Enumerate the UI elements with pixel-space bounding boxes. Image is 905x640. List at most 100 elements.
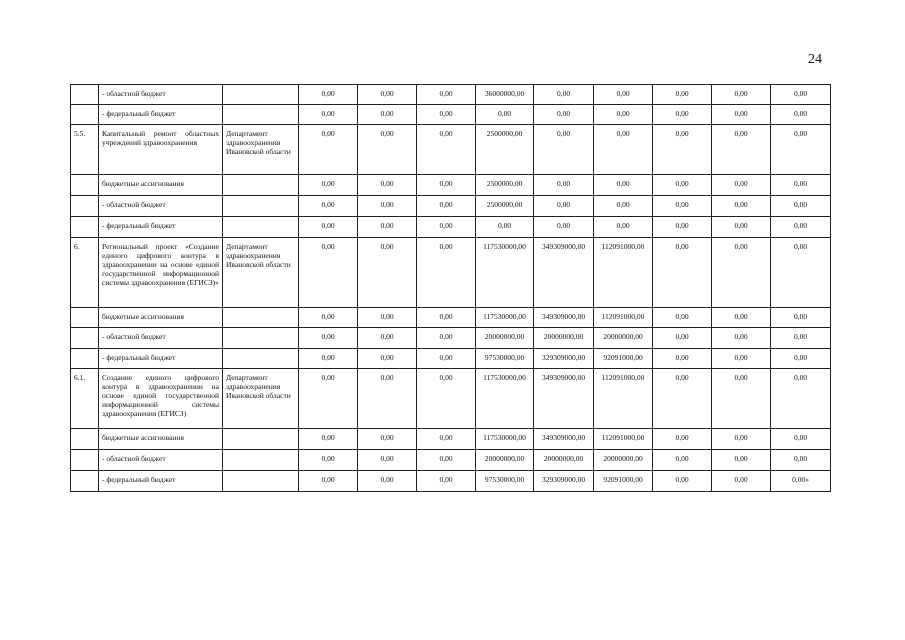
row-name: Создание единого цифрового контура в здр… xyxy=(98,368,223,429)
row-value: 0,00 xyxy=(652,327,712,349)
row-value: 0,00 xyxy=(298,124,358,175)
row-name: - федеральный бюджет xyxy=(98,470,223,492)
row-value: 0,00 xyxy=(652,216,712,238)
row-value: 0,00 xyxy=(711,237,771,308)
row-name: бюджетные ассигнования xyxy=(98,428,223,450)
row-value: 0,00 xyxy=(298,307,358,328)
row-name: - областной бюджет xyxy=(98,449,223,471)
row-value: 97530000,00 xyxy=(475,348,534,369)
row-executor: Департамент здравоохранения Ивановской о… xyxy=(222,368,299,429)
row-value: 0,00 xyxy=(298,470,358,492)
row-name: - федеральный бюджет xyxy=(98,104,223,125)
page-number: 24 xyxy=(808,52,822,67)
row-value: 20000000,00 xyxy=(475,449,534,471)
row-value: 0,00 xyxy=(416,195,476,217)
row-value: 0,00 xyxy=(533,104,594,125)
row-value: 0,00 xyxy=(770,104,831,125)
row-value: 117530000,00 xyxy=(475,428,534,450)
row-value: 0,00 xyxy=(770,307,831,328)
row-value: 0,00 xyxy=(770,237,831,308)
row-value: 0,00 xyxy=(416,348,476,369)
row-value: 0,00 xyxy=(770,449,831,471)
row-value: 0,00 xyxy=(652,449,712,471)
row-value: 0,00 xyxy=(357,216,417,238)
row-value: 0,00 xyxy=(770,84,831,105)
row-name: Капитальный ремонт областных учреждений … xyxy=(98,124,223,175)
row-code xyxy=(70,174,99,196)
row-executor xyxy=(222,470,299,492)
row-value: 117530000,00 xyxy=(475,307,534,328)
row-value: 0,00 xyxy=(711,327,771,349)
row-name: - федеральный бюджет xyxy=(98,348,223,369)
row-value: 329309000,00 xyxy=(533,470,594,492)
row-value: 0,00 xyxy=(357,104,417,125)
table-row: - областной бюджет 0,00 0,00 0,00 20000000,0… xyxy=(70,327,831,349)
row-value: 0,00 xyxy=(475,216,534,238)
row-value: 0,00 xyxy=(298,174,358,196)
row-value: 0,00 xyxy=(298,327,358,349)
row-value: 0,00 xyxy=(652,307,712,328)
row-value: 349309000,00 xyxy=(533,307,594,328)
row-value: 0,00 xyxy=(711,174,771,196)
table-row: 6. Региональный проект «Создание единого … xyxy=(70,237,831,308)
row-executor: Департамент здравоохранения Ивановской о… xyxy=(222,237,299,308)
row-code xyxy=(70,195,99,217)
row-value: 0,00 xyxy=(593,104,653,125)
row-value: 0,00 xyxy=(593,195,653,217)
row-value: 0,00 xyxy=(416,104,476,125)
row-value: 20000000,00 xyxy=(593,449,653,471)
row-value: 0,00 xyxy=(357,237,417,308)
row-value: 0,00 xyxy=(652,124,712,175)
row-value: 0,00 xyxy=(416,237,476,308)
row-value: 0,00 xyxy=(770,174,831,196)
row-name: - областной бюджет xyxy=(98,327,223,349)
row-value: 329309000,00 xyxy=(533,348,594,369)
row-name: бюджетные ассигнования xyxy=(98,307,223,328)
row-value: 0,00 xyxy=(652,195,712,217)
row-value: 0,00 xyxy=(298,195,358,217)
table-row: - федеральный бюджет 0,00 0,00 0,00 0,00 0,00… xyxy=(70,104,831,125)
row-value: 0,00 xyxy=(416,327,476,349)
row-value: 92091000,00 xyxy=(593,348,653,369)
row-value: 0,00 xyxy=(533,216,594,238)
row-code: 6. xyxy=(70,237,99,308)
row-code: 6.1. xyxy=(70,368,99,429)
row-value: 112091000,00 xyxy=(593,237,653,308)
row-code xyxy=(70,449,99,471)
row-value: 20000000,00 xyxy=(593,327,653,349)
row-value: 0,00 xyxy=(298,84,358,105)
row-value: 0,00 xyxy=(711,195,771,217)
row-value: 0,00 xyxy=(711,124,771,175)
row-value: 0,00 xyxy=(770,327,831,349)
row-value: 0,00 xyxy=(416,368,476,429)
row-value: 0,00 xyxy=(357,449,417,471)
row-value: 0,00 xyxy=(416,124,476,175)
row-value: 0,00 xyxy=(357,124,417,175)
row-code xyxy=(70,470,99,492)
row-value: 0,00 xyxy=(711,216,771,238)
row-value: 0,00 xyxy=(416,470,476,492)
row-value: 0,00 xyxy=(711,104,771,125)
row-value: 0,00 xyxy=(357,327,417,349)
row-value: 0,00 xyxy=(711,348,771,369)
row-value: 0,00 xyxy=(652,428,712,450)
row-value: 0,00 xyxy=(416,84,476,105)
row-name: бюджетные ассигнования xyxy=(98,174,223,196)
row-value: 0,00 xyxy=(652,84,712,105)
row-value: 2500000,00 xyxy=(475,124,534,175)
row-value: 0,00» xyxy=(770,470,831,492)
row-executor xyxy=(222,348,299,369)
row-executor xyxy=(222,174,299,196)
row-value: 0,00 xyxy=(711,84,771,105)
row-executor xyxy=(222,327,299,349)
row-value: 0,00 xyxy=(711,307,771,328)
row-value: 0,00 xyxy=(416,428,476,450)
row-value: 0,00 xyxy=(357,307,417,328)
budget-table: - областной бюджет 0,00 0,00 0,00 36000000,0… xyxy=(70,84,831,492)
row-value: 0,00 xyxy=(298,237,358,308)
row-value: 0,00 xyxy=(652,104,712,125)
row-value: 349309000,00 xyxy=(533,237,594,308)
row-value: 0,00 xyxy=(298,368,358,429)
row-code xyxy=(70,428,99,450)
row-value: 117530000,00 xyxy=(475,368,534,429)
